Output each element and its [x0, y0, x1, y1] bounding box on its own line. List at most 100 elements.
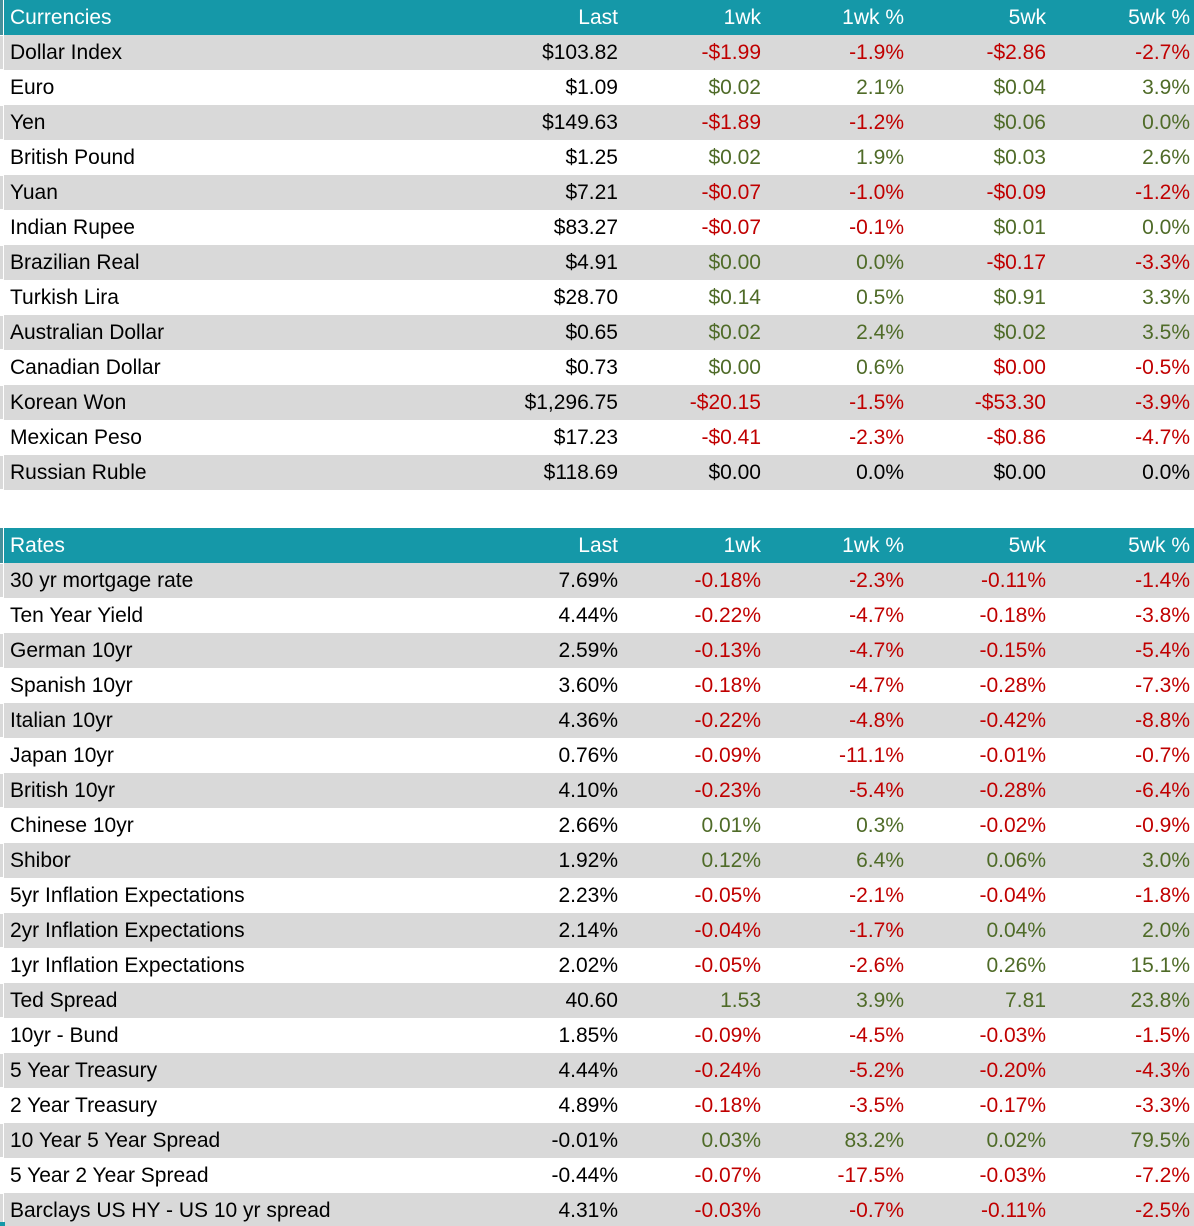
row-label: Turkish Lira: [10, 285, 119, 309]
table-row: Shibor 1.92% 0.12% 6.4% 0.06% 3.0%: [0, 843, 1194, 878]
column-header-5wk-pct: 5wk %: [1128, 5, 1190, 29]
left-gutter: [0, 420, 4, 455]
table-row: Euro $1.09 $0.02 2.1% $0.04 3.9%: [0, 70, 1194, 105]
cell-5wk: -0.28%: [979, 673, 1046, 697]
cell-1wk-: 6.4%: [856, 848, 904, 872]
left-gutter: [0, 175, 4, 210]
cell-last: 4.44%: [558, 1058, 618, 1082]
left-gutter: [0, 210, 4, 245]
row-label: Indian Rupee: [10, 215, 135, 239]
cell-last: $0.65: [565, 320, 618, 344]
cell-5wk-: 79.5%: [1130, 1128, 1190, 1152]
cell-1wk-: 0.0%: [856, 460, 904, 484]
cell-1wk: -0.22%: [694, 708, 761, 732]
cell-last: 4.36%: [558, 708, 618, 732]
row-label: Ted Spread: [10, 988, 118, 1012]
cell-5wk: -0.01%: [979, 743, 1046, 767]
cell-last: 4.89%: [558, 1093, 618, 1117]
cell-5wk-: -4.3%: [1135, 1058, 1190, 1082]
cell-1wk-: -11.1%: [839, 743, 904, 767]
cell-1wk: -0.18%: [694, 1093, 761, 1117]
cell-5wk-: -0.5%: [1135, 355, 1190, 379]
cell-1wk: -0.09%: [694, 1023, 761, 1047]
table-row: Yuan $7.21 -$0.07 -1.0% -$0.09 -1.2%: [0, 175, 1194, 210]
row-label: 5 Year 2 Year Spread: [10, 1163, 209, 1187]
cell-1wk: -$0.07: [701, 215, 761, 239]
cell-1wk: 0.12%: [701, 848, 761, 872]
cell-5wk-: 15.1%: [1130, 953, 1190, 977]
column-header-5wk: 5wk: [1008, 5, 1046, 29]
cell-5wk-: -7.3%: [1135, 673, 1190, 697]
table-row: 2yr Inflation Expectations 2.14% -0.04% -1.…: [0, 913, 1194, 948]
cell-1wk: $0.02: [708, 320, 761, 344]
cell-5wk: -0.11%: [981, 568, 1046, 592]
cell-5wk: -0.04%: [979, 883, 1046, 907]
left-gutter: [0, 598, 4, 633]
row-label: Barclays US HY - US 10 yr spread: [10, 1198, 331, 1222]
cell-5wk-: 2.0%: [1142, 918, 1190, 942]
table-title: Rates: [10, 533, 65, 557]
row-label: Brazilian Real: [10, 250, 140, 274]
table-row: Ted Spread 40.60 1.53 3.9% 7.81 23.8%: [0, 983, 1194, 1018]
cell-1wk: -$1.99: [701, 40, 761, 64]
left-gutter: [0, 738, 4, 773]
table-row: 5 Year 2 Year Spread -0.44% -0.07% -17.5% -0…: [0, 1158, 1194, 1193]
cell-5wk-: -1.8%: [1135, 883, 1190, 907]
cell-5wk-: -2.7%: [1135, 40, 1190, 64]
left-gutter: [0, 773, 4, 808]
left-gutter: [0, 1018, 4, 1053]
cell-5wk: $0.91: [993, 285, 1046, 309]
row-label: Korean Won: [10, 390, 127, 414]
row-label: Mexican Peso: [10, 425, 142, 449]
cell-last: $7.21: [565, 180, 618, 204]
cell-last: 2.23%: [558, 883, 618, 907]
row-label: Dollar Index: [10, 40, 123, 64]
cell-1wk-: -4.7%: [849, 603, 904, 627]
left-gutter: [0, 843, 4, 878]
cell-5wk: -0.20%: [979, 1058, 1046, 1082]
cell-1wk-: 83.2%: [844, 1128, 904, 1152]
table-title: Currencies: [10, 5, 112, 29]
cell-1wk-: -3.5%: [849, 1093, 904, 1117]
cell-5wk-: -1.4%: [1135, 568, 1190, 592]
left-gutter: [0, 1053, 4, 1088]
left-gutter: [0, 245, 4, 280]
cell-5wk-: 3.3%: [1142, 285, 1190, 309]
cell-5wk: $0.02: [993, 320, 1046, 344]
cell-5wk-: 3.5%: [1142, 320, 1190, 344]
cell-last: $1.09: [565, 75, 618, 99]
cell-1wk-: -5.4%: [849, 778, 904, 802]
table-row: Dollar Index $103.82 -$1.99 -1.9% -$2.86 -2.7…: [0, 35, 1194, 70]
cell-last: $83.27: [553, 215, 618, 239]
cell-last: 4.10%: [558, 778, 618, 802]
rates-rows: 30 yr mortgage rate 7.69% -0.18% -2.3% -0.11…: [0, 563, 1194, 1226]
cell-5wk-: -2.5%: [1135, 1198, 1190, 1222]
cell-5wk: $0.03: [993, 145, 1046, 169]
left-gutter: [0, 983, 4, 1018]
cell-5wk-: -3.3%: [1135, 1093, 1190, 1117]
cell-last: 1.92%: [558, 848, 618, 872]
table-row: Ten Year Yield 4.44% -0.22% -4.7% -0.18% -3.8…: [0, 598, 1194, 633]
cell-1wk: -0.09%: [694, 743, 761, 767]
table-row: Indian Rupee $83.27 -$0.07 -0.1% $0.01 0.0%: [0, 210, 1194, 245]
table-row: Spanish 10yr 3.60% -0.18% -4.7% -0.28% -7.3%: [0, 668, 1194, 703]
cell-last: $1.25: [565, 145, 618, 169]
cell-1wk-: 1.9%: [856, 145, 904, 169]
cell-5wk: -0.02%: [979, 813, 1046, 837]
cell-1wk-: 2.1%: [856, 75, 904, 99]
left-gutter: [0, 633, 4, 668]
cell-5wk-: 0.0%: [1142, 460, 1190, 484]
cell-5wk-: -0.9%: [1135, 813, 1190, 837]
cell-last: -0.01%: [551, 1128, 618, 1152]
cell-last: 4.44%: [558, 603, 618, 627]
cell-1wk: -0.18%: [694, 673, 761, 697]
left-gutter: [0, 668, 4, 703]
row-label: British 10yr: [10, 778, 116, 802]
row-label: 1yr Inflation Expectations: [10, 953, 245, 977]
cell-5wk-: -0.7%: [1135, 743, 1190, 767]
cell-1wk-: 2.4%: [856, 320, 904, 344]
row-label: Ten Year Yield: [10, 603, 144, 627]
table-row: Italian 10yr 4.36% -0.22% -4.8% -0.42% -8.8%: [0, 703, 1194, 738]
cell-5wk-: -6.4%: [1135, 778, 1190, 802]
